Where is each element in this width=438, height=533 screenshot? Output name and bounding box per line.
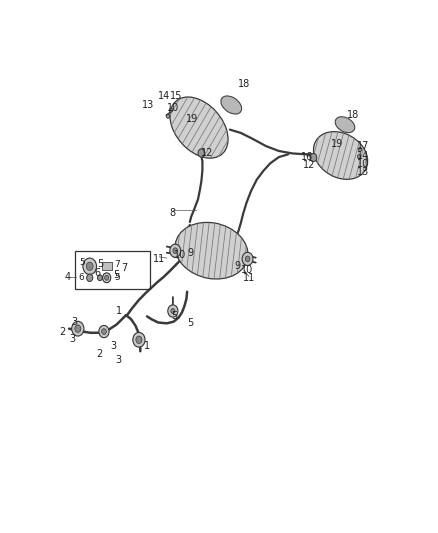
- Text: 17: 17: [357, 141, 369, 151]
- Text: 19: 19: [186, 114, 198, 124]
- Circle shape: [102, 273, 111, 282]
- Bar: [102, 262, 113, 270]
- Circle shape: [102, 329, 106, 334]
- Text: 9: 9: [234, 261, 240, 271]
- Text: 8: 8: [170, 207, 176, 217]
- Circle shape: [98, 275, 102, 281]
- Circle shape: [173, 248, 178, 254]
- Text: 11: 11: [243, 273, 255, 283]
- Circle shape: [171, 309, 175, 313]
- Circle shape: [177, 249, 180, 253]
- Text: 3: 3: [116, 356, 122, 365]
- Circle shape: [171, 249, 174, 253]
- Circle shape: [358, 148, 362, 151]
- Circle shape: [242, 252, 253, 265]
- Text: 12: 12: [303, 160, 315, 171]
- Text: 1: 1: [116, 306, 122, 316]
- Text: 14: 14: [357, 151, 369, 161]
- Circle shape: [133, 333, 145, 347]
- Circle shape: [87, 274, 93, 281]
- Text: 7: 7: [115, 260, 120, 269]
- Circle shape: [170, 244, 181, 257]
- Ellipse shape: [175, 222, 248, 279]
- Text: 10: 10: [173, 250, 186, 260]
- Text: 3: 3: [69, 334, 75, 344]
- Text: 11: 11: [153, 254, 166, 264]
- Text: 16: 16: [300, 152, 313, 162]
- Text: 6: 6: [94, 268, 100, 278]
- Circle shape: [75, 325, 81, 333]
- Circle shape: [357, 155, 361, 158]
- Text: 18: 18: [238, 79, 250, 89]
- Bar: [75, 251, 151, 289]
- Text: 3: 3: [71, 317, 78, 327]
- Ellipse shape: [314, 132, 367, 179]
- Circle shape: [310, 154, 317, 161]
- Text: 4: 4: [64, 271, 71, 281]
- Circle shape: [243, 257, 246, 261]
- Circle shape: [99, 325, 109, 338]
- Text: 9: 9: [187, 248, 194, 258]
- Text: 13: 13: [142, 100, 154, 110]
- Ellipse shape: [335, 117, 355, 133]
- Text: 5: 5: [79, 257, 85, 266]
- Circle shape: [72, 321, 84, 336]
- Circle shape: [170, 108, 173, 112]
- Text: 10: 10: [241, 265, 254, 275]
- Text: 5: 5: [187, 318, 193, 328]
- Text: 13: 13: [357, 167, 369, 177]
- Text: 19: 19: [331, 139, 343, 149]
- Circle shape: [198, 149, 205, 157]
- Text: 5: 5: [171, 311, 177, 321]
- Circle shape: [83, 258, 96, 274]
- Circle shape: [86, 262, 93, 270]
- Text: 15: 15: [170, 91, 183, 101]
- Text: 18: 18: [346, 110, 359, 120]
- Text: 12: 12: [201, 148, 214, 158]
- Circle shape: [168, 305, 178, 317]
- Text: 5: 5: [113, 270, 120, 279]
- Text: 2: 2: [96, 349, 102, 359]
- Circle shape: [245, 256, 250, 262]
- Text: 5: 5: [97, 259, 104, 269]
- Text: 10: 10: [357, 159, 369, 168]
- Circle shape: [105, 276, 109, 280]
- Text: 7: 7: [121, 263, 127, 273]
- Text: 1: 1: [144, 341, 150, 351]
- Text: 3: 3: [110, 341, 116, 351]
- Circle shape: [249, 257, 252, 261]
- Text: 10: 10: [167, 103, 179, 113]
- Text: 2: 2: [59, 327, 65, 336]
- Text: 5: 5: [114, 273, 120, 282]
- Circle shape: [136, 336, 142, 343]
- Text: 6: 6: [78, 273, 84, 282]
- Ellipse shape: [221, 96, 242, 114]
- Text: 14: 14: [158, 91, 170, 101]
- Ellipse shape: [170, 97, 228, 158]
- Circle shape: [166, 115, 170, 118]
